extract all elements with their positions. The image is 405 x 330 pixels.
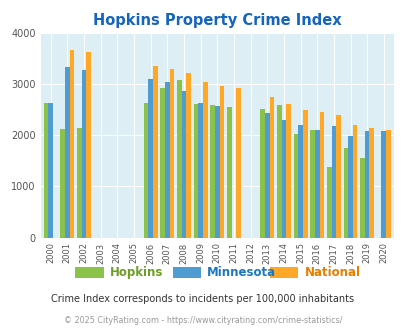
Bar — [43, 103, 48, 238]
Bar — [352, 125, 357, 238]
Bar — [69, 50, 74, 238]
Bar — [286, 104, 290, 238]
Bar — [281, 120, 286, 238]
Bar — [260, 109, 264, 238]
Bar — [181, 91, 186, 238]
Text: Hopkins: Hopkins — [109, 266, 162, 279]
Bar — [81, 70, 86, 238]
Bar — [297, 124, 302, 238]
Bar — [236, 88, 240, 238]
Bar — [148, 79, 153, 238]
Bar — [143, 103, 148, 238]
Bar — [219, 86, 224, 238]
Bar — [319, 112, 323, 238]
Bar — [381, 131, 385, 238]
Bar — [60, 129, 65, 238]
Text: Crime Index corresponds to incidents per 100,000 inhabitants: Crime Index corresponds to incidents per… — [51, 294, 354, 304]
Bar — [269, 97, 273, 238]
Bar — [86, 52, 91, 238]
Bar — [359, 158, 364, 238]
Title: Hopkins Property Crime Index: Hopkins Property Crime Index — [93, 13, 341, 28]
Bar — [369, 128, 373, 238]
Bar — [202, 82, 207, 238]
Bar — [335, 115, 340, 238]
Bar — [264, 113, 269, 238]
Bar — [302, 110, 307, 238]
Bar — [276, 105, 281, 238]
Bar — [364, 131, 369, 238]
Bar — [169, 69, 174, 238]
Bar — [153, 66, 157, 238]
Bar — [347, 136, 352, 238]
Bar — [186, 73, 190, 238]
Bar — [48, 103, 53, 238]
Bar — [343, 148, 347, 238]
Bar — [309, 130, 314, 238]
Bar — [164, 82, 169, 238]
Bar — [177, 80, 181, 238]
Bar — [193, 104, 198, 238]
Bar — [160, 88, 164, 238]
Bar — [65, 67, 69, 238]
Bar — [77, 128, 81, 238]
Bar — [326, 167, 331, 238]
Bar — [385, 130, 390, 238]
Bar — [226, 107, 231, 238]
Bar — [214, 106, 219, 238]
Text: © 2025 CityRating.com - https://www.cityrating.com/crime-statistics/: © 2025 CityRating.com - https://www.city… — [64, 315, 341, 325]
Bar — [210, 105, 214, 238]
Bar — [198, 103, 202, 238]
Bar — [331, 126, 335, 238]
Text: Minnesota: Minnesota — [207, 266, 275, 279]
Text: National: National — [304, 266, 360, 279]
Bar — [293, 134, 297, 238]
Bar — [314, 130, 319, 238]
